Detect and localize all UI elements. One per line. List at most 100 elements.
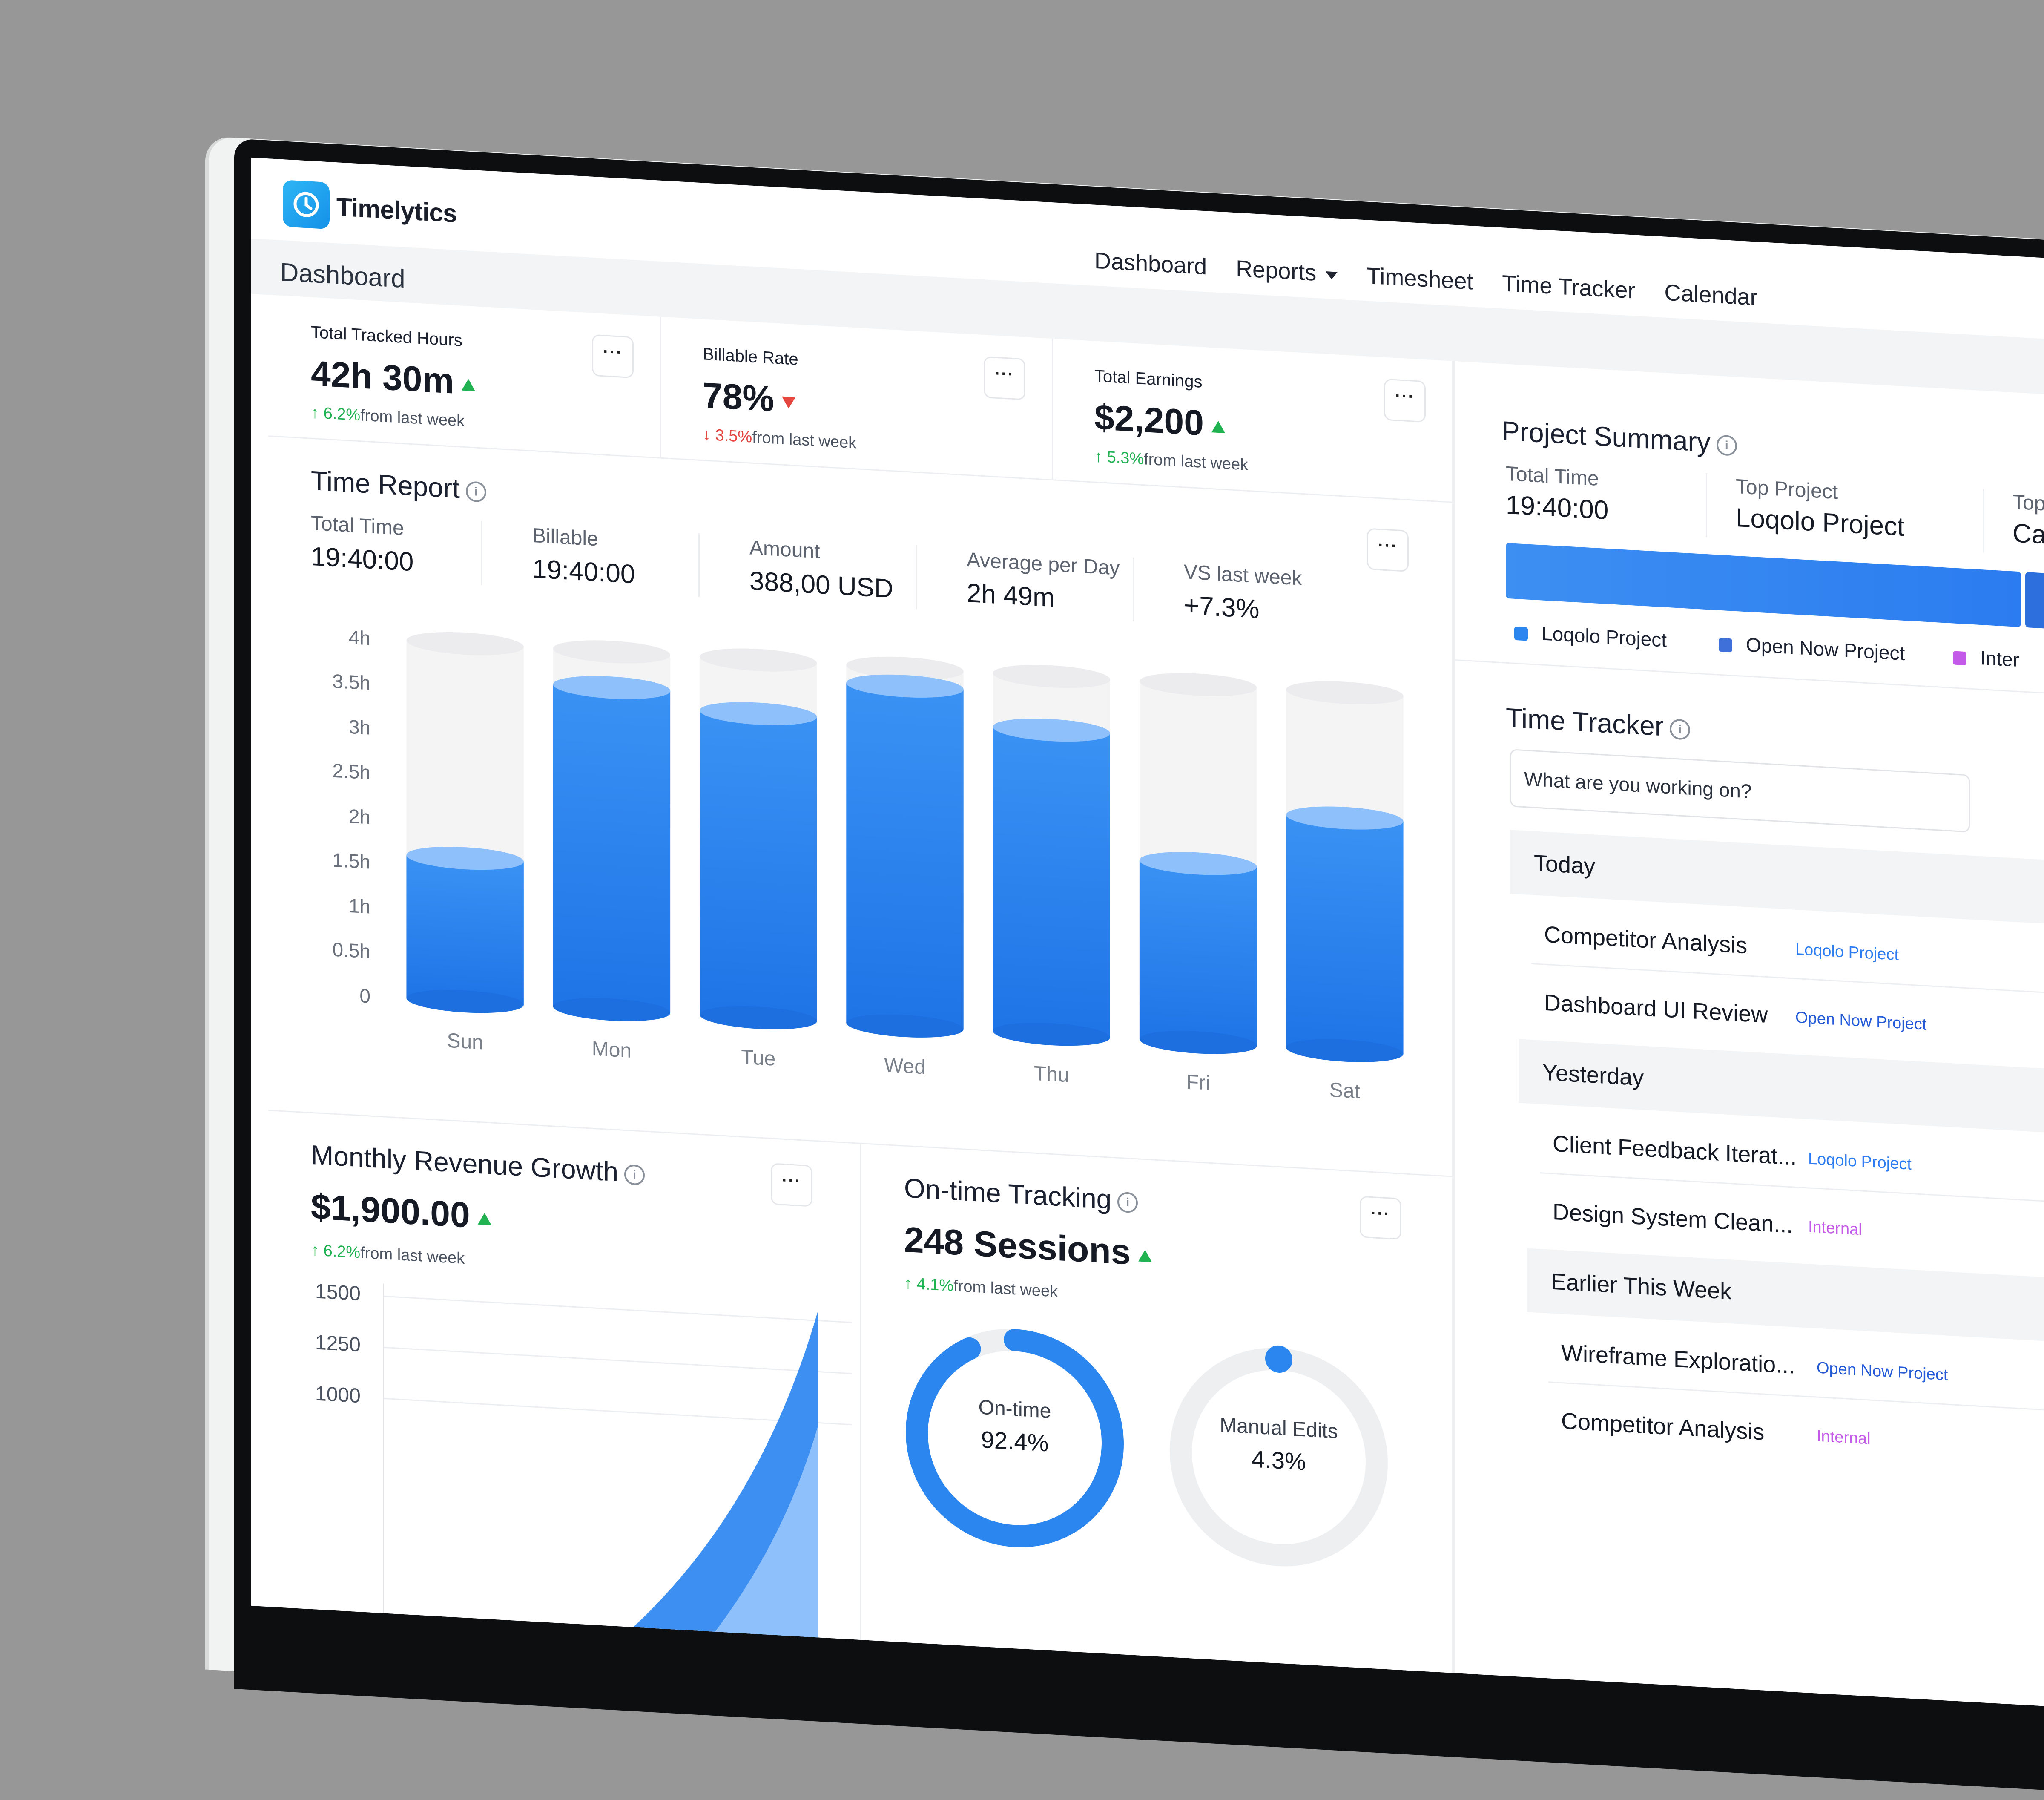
bar-sat bbox=[1286, 814, 1404, 1054]
app-screen: Timelytics Dashboard Reports Timesheet T… bbox=[251, 158, 2044, 1708]
kpi-value: 42h 30m bbox=[311, 353, 476, 403]
bar-base bbox=[993, 1022, 1111, 1046]
time-entry-task[interactable]: Wireframe Exploratio... bbox=[1561, 1340, 1795, 1379]
legend-item: Open Now Project bbox=[1719, 632, 1905, 665]
project-summary-card: Project Summary i Total Time 19:40:00 Top… bbox=[1455, 361, 2044, 695]
project-share-bar bbox=[1506, 543, 2021, 627]
project-tag[interactable]: Open Now Project bbox=[1795, 1008, 1927, 1034]
divider bbox=[1548, 1381, 2044, 1414]
y-tick-label: 2.5h bbox=[333, 759, 370, 784]
time-entry-task[interactable]: Dashboard UI Review bbox=[1544, 989, 1768, 1028]
nav-reports-label: Reports bbox=[1236, 256, 1317, 286]
kpi-change-suffix: from last week bbox=[752, 428, 857, 452]
stat-label: Billable bbox=[532, 524, 598, 551]
kpi-change: ↑ 4.1%from last week bbox=[904, 1274, 1058, 1301]
arrow-down-icon: ↓ bbox=[703, 426, 715, 444]
more-options-button[interactable]: ··· bbox=[1367, 528, 1409, 572]
stat-value: 2h 49m bbox=[967, 578, 1055, 613]
stat-value: Ca bbox=[2012, 518, 2044, 550]
donut-marker bbox=[1265, 1345, 1292, 1373]
project-tag[interactable]: Internal bbox=[1817, 1427, 1871, 1448]
bar-base bbox=[846, 1014, 964, 1038]
stat-label: Amount bbox=[749, 536, 820, 563]
bar-track-top bbox=[1139, 673, 1257, 696]
nav-time-tracker[interactable]: Time Tracker bbox=[1502, 270, 1636, 304]
nav-reports[interactable]: Reports bbox=[1236, 255, 1338, 287]
kpi-change-value: 5.3% bbox=[1107, 448, 1144, 469]
time-entry-task[interactable]: Competitor Analysis bbox=[1561, 1408, 1765, 1445]
project-tag[interactable]: Loqolo Project bbox=[1808, 1150, 1912, 1173]
kpi-value-text: $2,200 bbox=[1094, 397, 1204, 443]
task-input[interactable]: What are you working on? bbox=[1510, 749, 1970, 833]
time-entry-task[interactable]: Competitor Analysis bbox=[1544, 921, 1748, 959]
nav-dashboard[interactable]: Dashboard bbox=[1094, 247, 1207, 280]
y-tick: 1250 bbox=[315, 1331, 361, 1357]
bar-base bbox=[699, 1006, 817, 1029]
kpi-label: Total Tracked Hours bbox=[311, 322, 462, 350]
stat-label: Average per Day bbox=[967, 548, 1120, 580]
project-share-bar-segment bbox=[2025, 572, 2044, 631]
info-icon[interactable]: i bbox=[1670, 719, 1690, 741]
y-tick: 1500 bbox=[315, 1280, 361, 1305]
bar-track-top bbox=[993, 664, 1111, 688]
arrow-up-icon: ↑ bbox=[904, 1274, 917, 1293]
stat-label: Top bbox=[2012, 491, 2044, 515]
ontime-value-text: 248 Sessions bbox=[904, 1219, 1131, 1272]
section-title: Time Report i bbox=[311, 465, 486, 506]
y-tick-label: 3.5h bbox=[333, 670, 370, 694]
gridline bbox=[383, 1346, 852, 1374]
x-tick-label: Wed bbox=[884, 1054, 926, 1078]
y-tick: 1000 bbox=[315, 1382, 361, 1408]
nav-timesheet[interactable]: Timesheet bbox=[1366, 263, 1473, 295]
kpi-change-value: 6.2% bbox=[323, 1242, 361, 1262]
bar-track-top bbox=[699, 648, 817, 672]
y-tick-label: 0 bbox=[359, 984, 370, 1007]
time-entry-task[interactable]: Client Feedback Iterat... bbox=[1553, 1130, 1797, 1170]
legend-label: Inter bbox=[1980, 646, 2020, 671]
x-tick-label: Fri bbox=[1186, 1071, 1210, 1095]
info-icon[interactable]: i bbox=[624, 1164, 645, 1186]
bar-sun bbox=[406, 855, 524, 1005]
info-icon[interactable]: i bbox=[1117, 1191, 1138, 1213]
kpi-change-suffix: from last week bbox=[953, 1277, 1058, 1301]
info-icon[interactable]: i bbox=[465, 481, 486, 503]
legend-swatch bbox=[1514, 626, 1528, 641]
time-report-bar-chart: 0 0.5h 1h 1.5h 2h 2.5h 3h 3.5h 4h Sun Mon Tue Wed Thu… bbox=[333, 626, 1404, 1103]
bar-base bbox=[1139, 1031, 1257, 1054]
arrow-up-icon: ↑ bbox=[311, 1241, 324, 1260]
more-options-button[interactable]: ··· bbox=[1360, 1196, 1401, 1240]
group-heading: Earlier This Week bbox=[1527, 1248, 2044, 1345]
kpi-label: Total Earnings bbox=[1094, 366, 1203, 391]
app-name: Timelytics bbox=[336, 193, 457, 228]
kpi-change: ↓ 3.5%from last week bbox=[703, 426, 856, 452]
legend-item: Loqolo Project bbox=[1514, 620, 1667, 652]
more-options-button[interactable]: ··· bbox=[1384, 378, 1426, 423]
divider bbox=[1052, 339, 1053, 480]
x-tick-label: Tue bbox=[741, 1046, 775, 1070]
revenue-area-chart bbox=[383, 1283, 852, 1649]
info-icon[interactable]: i bbox=[1716, 434, 1737, 457]
time-report-card: Time Report i ··· Total Time 19:40:00 Bil… bbox=[268, 437, 1452, 1176]
stat-value: Loqolo Project bbox=[1736, 503, 1905, 542]
stat-value: +7.3% bbox=[1184, 590, 1260, 624]
project-tag[interactable]: Internal bbox=[1808, 1218, 1862, 1239]
time-entry-task[interactable]: Design System Clean... bbox=[1553, 1199, 1793, 1238]
time-tracker-title: Time Tracker bbox=[1506, 702, 1664, 742]
divider bbox=[1540, 1172, 2044, 1205]
project-tag[interactable]: Open Now Project bbox=[1817, 1359, 1948, 1384]
bar-base bbox=[553, 998, 671, 1021]
divider bbox=[660, 316, 661, 457]
bar-top bbox=[1286, 806, 1404, 830]
more-options-button[interactable]: ··· bbox=[984, 356, 1025, 400]
kpi-change-suffix: from last week bbox=[360, 1244, 465, 1268]
nav-calendar[interactable]: Calendar bbox=[1664, 279, 1758, 311]
top-bar: Timelytics Dashboard Reports Timesheet T… bbox=[251, 158, 2044, 341]
stat-value: 19:40:00 bbox=[311, 541, 414, 577]
project-tag[interactable]: Loqolo Project bbox=[1795, 940, 1899, 964]
bar-top bbox=[406, 846, 524, 870]
y-tick-label: 3h bbox=[349, 716, 370, 739]
y-tick-label: 1.5h bbox=[333, 849, 370, 873]
more-options-button[interactable]: ··· bbox=[771, 1163, 812, 1207]
more-options-button[interactable]: ··· bbox=[592, 334, 634, 379]
project-summary-title: Project Summary bbox=[1501, 415, 1711, 458]
